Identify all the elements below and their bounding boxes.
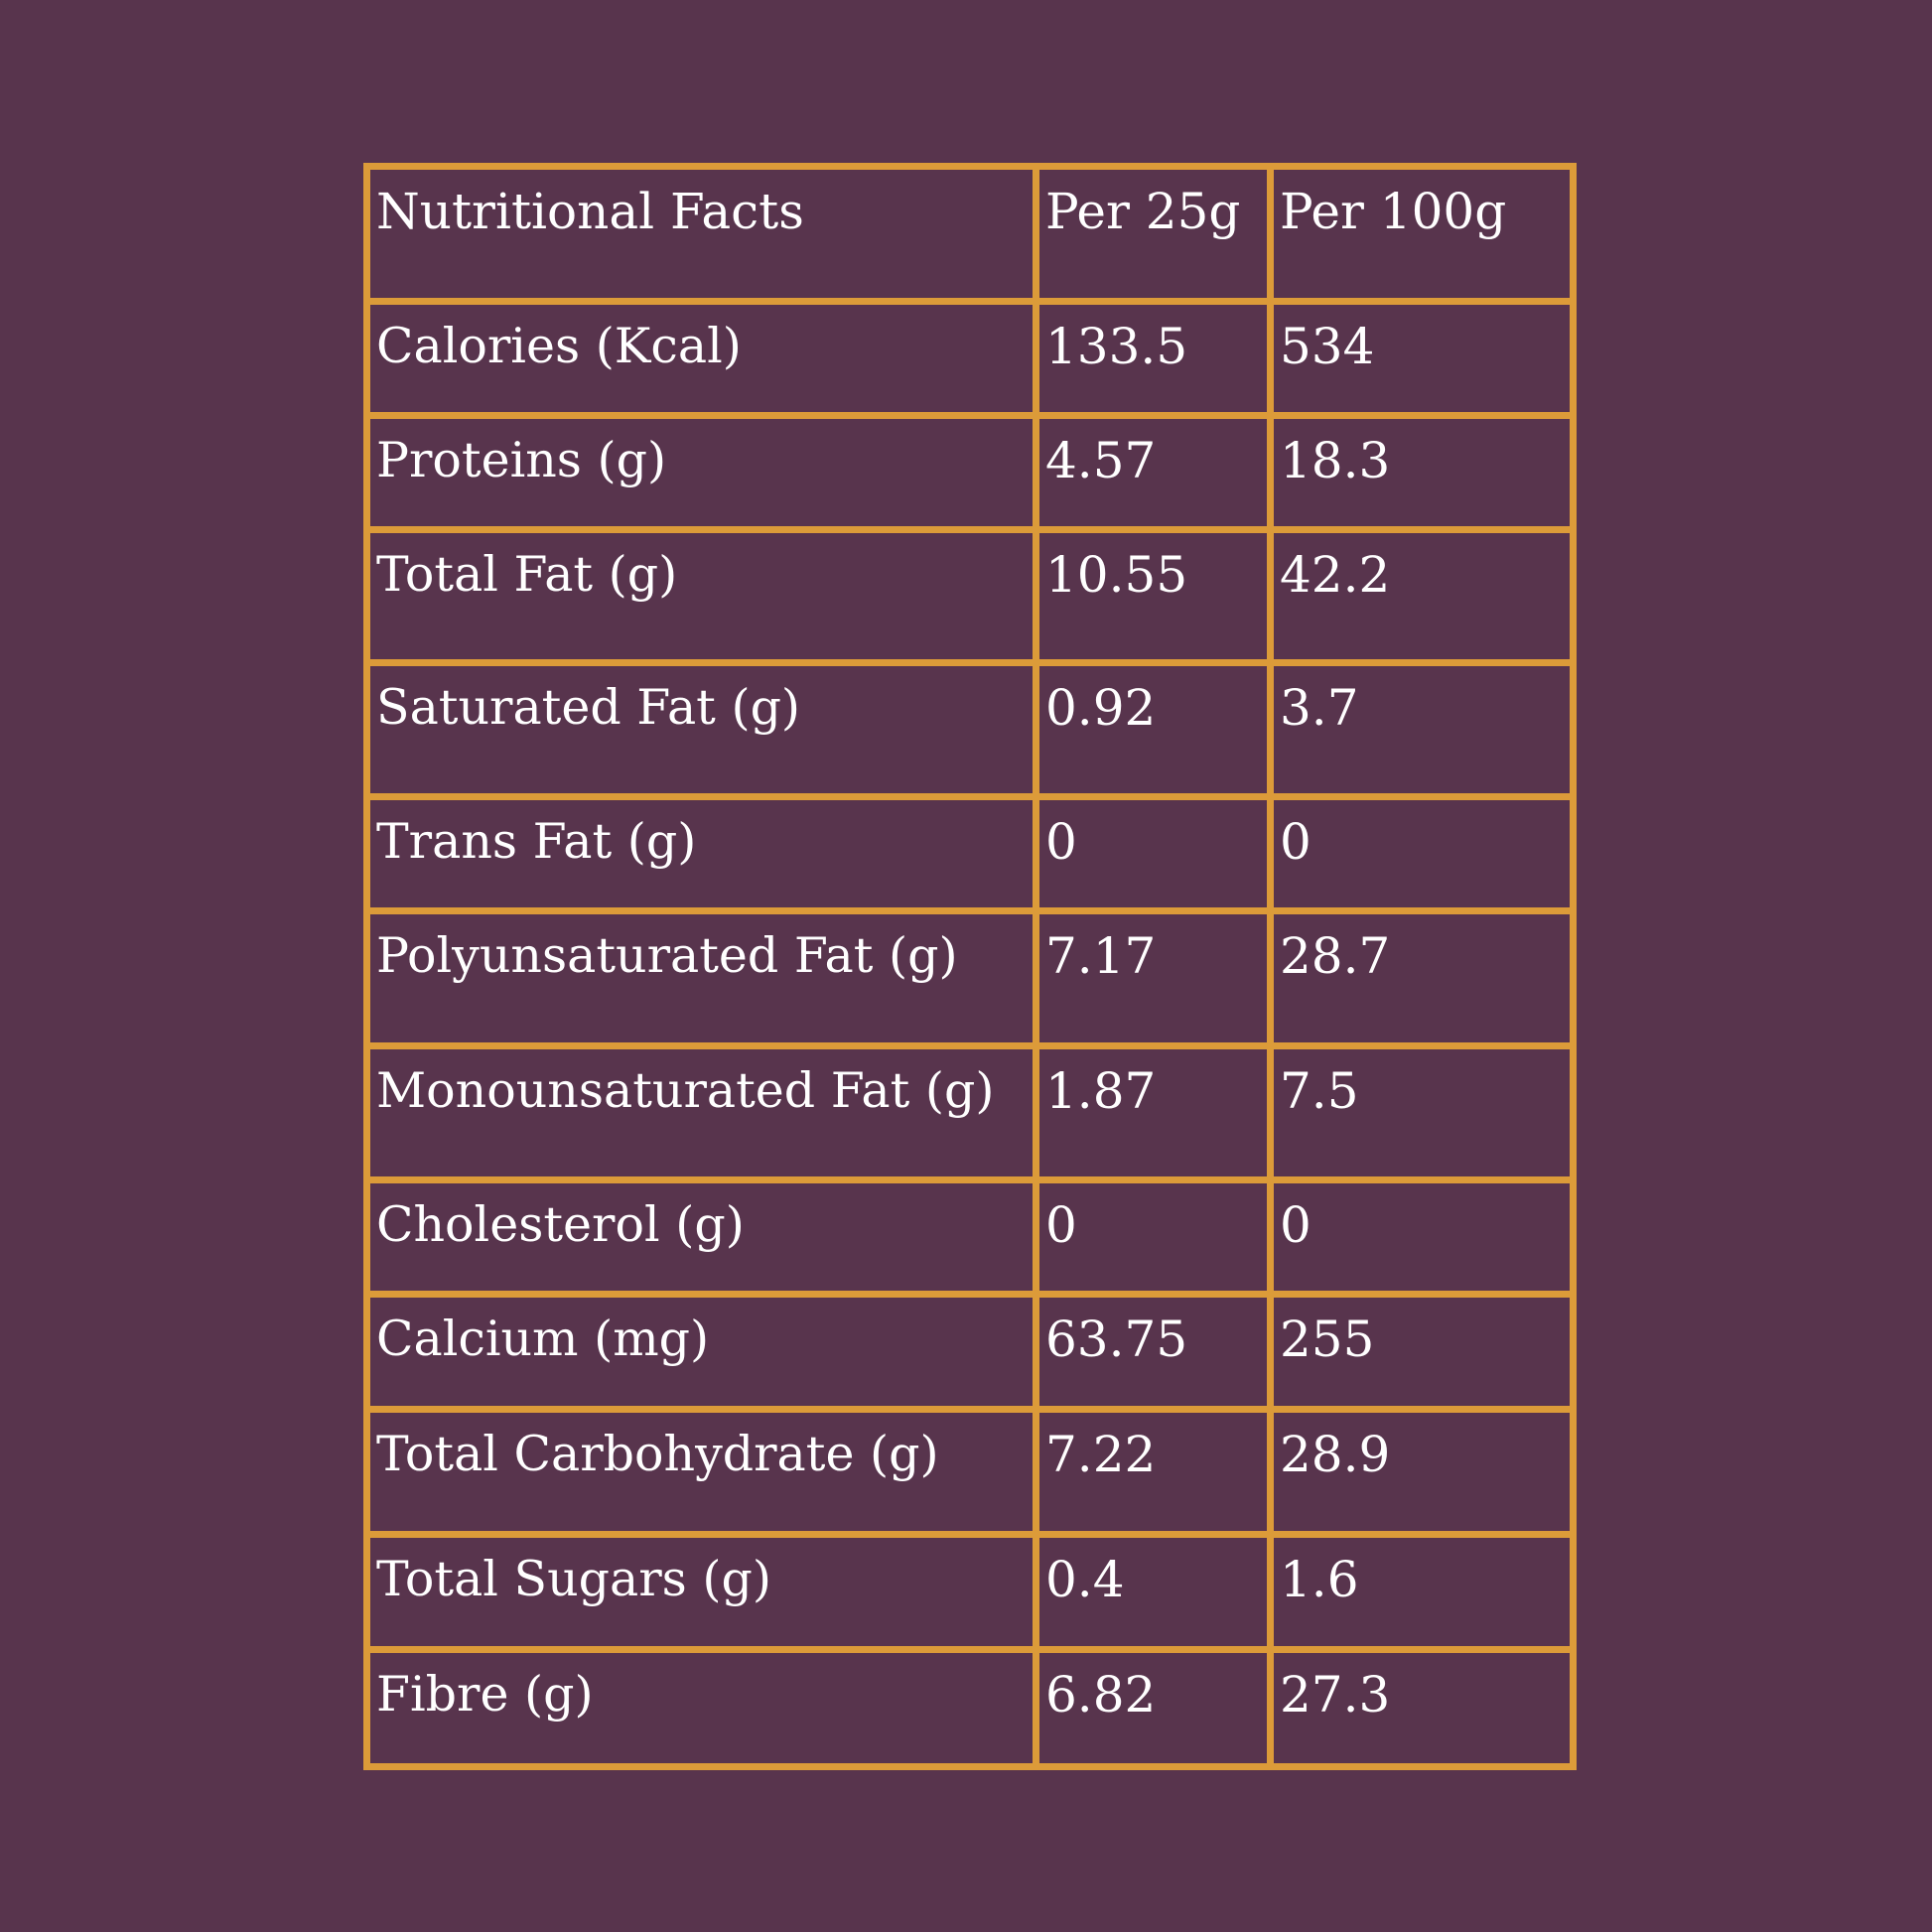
value-per-25g: 0.4	[1033, 1531, 1274, 1653]
value-per-25g: 4.57	[1033, 412, 1274, 533]
nutrient-name: Total Fat (g)	[363, 526, 1039, 666]
nutrient-name: Total Carbohydrate (g)	[363, 1406, 1039, 1538]
table-row: Polyunsaturated Fat (g) 7.17 28.7	[363, 907, 1577, 1049]
value-per-100g: 534	[1267, 298, 1577, 419]
value-per-25g: 0	[1033, 1176, 1274, 1298]
value-per-25g: 63.75	[1033, 1291, 1274, 1413]
nutrient-name: Cholesterol (g)	[363, 1176, 1039, 1298]
value-per-100g: 255	[1267, 1291, 1577, 1413]
table-row: Total Fat (g) 10.55 42.2	[363, 526, 1577, 666]
value-per-25g: 10.55	[1033, 526, 1274, 666]
nutrition-facts-table: Nutritional Facts Per 25g Per 100g Calor…	[363, 163, 1577, 1770]
value-per-100g: 18.3	[1267, 412, 1577, 533]
value-per-25g: 0.92	[1033, 659, 1274, 800]
nutrient-name: Calories (Kcal)	[363, 298, 1039, 419]
value-per-100g: 7.5	[1267, 1042, 1577, 1183]
value-per-100g: 3.7	[1267, 659, 1577, 800]
value-per-100g: 28.7	[1267, 907, 1577, 1049]
table-row: Saturated Fat (g) 0.92 3.7	[363, 659, 1577, 800]
table-row: Calories (Kcal) 133.5 534	[363, 298, 1577, 419]
value-per-25g: 6.82	[1033, 1646, 1274, 1770]
table-row: Total Sugars (g) 0.4 1.6	[363, 1531, 1577, 1653]
nutrient-name: Total Sugars (g)	[363, 1531, 1039, 1653]
nutrient-name: Saturated Fat (g)	[363, 659, 1039, 800]
nutrient-name: Polyunsaturated Fat (g)	[363, 907, 1039, 1049]
table-header-row: Nutritional Facts Per 25g Per 100g	[363, 163, 1577, 305]
nutrient-name: Monounsaturated Fat (g)	[363, 1042, 1039, 1183]
value-per-100g: 42.2	[1267, 526, 1577, 666]
value-per-100g: 28.9	[1267, 1406, 1577, 1538]
value-per-100g: 27.3	[1267, 1646, 1577, 1770]
table-row: Fibre (g) 6.82 27.3	[363, 1646, 1577, 1770]
column-header-per-25g: Per 25g	[1033, 163, 1274, 305]
table-row: Cholesterol (g) 0 0	[363, 1176, 1577, 1298]
value-per-25g: 7.22	[1033, 1406, 1274, 1538]
column-header-per-100g: Per 100g	[1267, 163, 1577, 305]
nutrient-name: Trans Fat (g)	[363, 793, 1039, 914]
table-row: Proteins (g) 4.57 18.3	[363, 412, 1577, 533]
value-per-100g: 1.6	[1267, 1531, 1577, 1653]
value-per-25g: 1.87	[1033, 1042, 1274, 1183]
value-per-100g: 0	[1267, 1176, 1577, 1298]
table-row: Total Carbohydrate (g) 7.22 28.9	[363, 1406, 1577, 1538]
nutrient-name: Calcium (mg)	[363, 1291, 1039, 1413]
value-per-25g: 0	[1033, 793, 1274, 914]
table-row: Monounsaturated Fat (g) 1.87 7.5	[363, 1042, 1577, 1183]
column-header-nutrient: Nutritional Facts	[363, 163, 1039, 305]
table-row: Trans Fat (g) 0 0	[363, 793, 1577, 914]
value-per-25g: 7.17	[1033, 907, 1274, 1049]
nutrient-name: Fibre (g)	[363, 1646, 1039, 1770]
table-row: Calcium (mg) 63.75 255	[363, 1291, 1577, 1413]
nutrient-name: Proteins (g)	[363, 412, 1039, 533]
value-per-25g: 133.5	[1033, 298, 1274, 419]
value-per-100g: 0	[1267, 793, 1577, 914]
